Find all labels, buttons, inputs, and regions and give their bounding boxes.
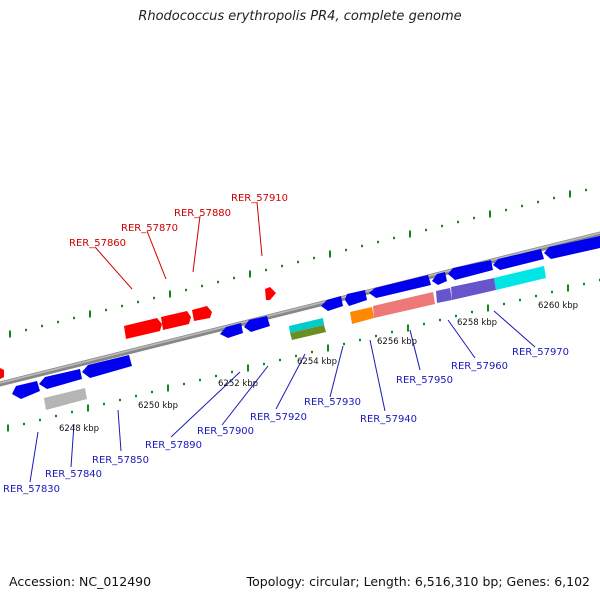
gene-rer-57955[interactable]	[432, 272, 447, 285]
kbp-label: 6252 kbp	[218, 379, 258, 389]
gene-rer-57945[interactable]	[369, 275, 431, 298]
gene-rer-57920[interactable]	[289, 318, 324, 333]
gene-rer-57890[interactable]	[220, 323, 243, 338]
kbp-scale-labels: 6248 kbp 6250 kbp 6252 kbp 6254 kbp 6256…	[59, 301, 578, 434]
gene-left-edge[interactable]	[0, 368, 4, 379]
gene-label[interactable]: RER_57940	[360, 414, 417, 425]
gene-rer-57880[interactable]	[192, 306, 212, 321]
gene-rer-57940[interactable]	[350, 307, 374, 324]
gene-rer-57950[interactable]	[373, 292, 435, 318]
gene-label[interactable]: RER_57920	[250, 412, 307, 423]
gene-rer-57935[interactable]	[345, 290, 367, 306]
gene-label[interactable]: RER_57900	[197, 426, 254, 437]
gene-label[interactable]: RER_57870	[121, 223, 178, 234]
gene-rer-57850[interactable]	[82, 355, 132, 378]
gene-rer-57965[interactable]	[448, 260, 493, 280]
gene-label[interactable]: RER_57950	[396, 375, 453, 386]
reverse-gene-labels: RER_57830 RER_57840 RER_57850 RER_57890 …	[3, 347, 569, 495]
gene-rer-57840[interactable]	[39, 369, 82, 389]
kbp-label: 6256 kbp	[377, 337, 417, 347]
label-leaders	[29, 201, 536, 483]
kbp-label: 6250 kbp	[138, 401, 178, 411]
gene-rer-57830[interactable]	[12, 381, 40, 399]
gene-rer-57955b[interactable]	[436, 288, 452, 303]
gene-rer-57860[interactable]	[124, 318, 162, 339]
reverse-genes	[12, 236, 600, 410]
gene-rer-57985[interactable]	[544, 236, 600, 259]
gene-rer-57930[interactable]	[321, 296, 343, 311]
gene-label[interactable]: RER_57960	[451, 361, 508, 372]
gene-label[interactable]: RER_57860	[69, 238, 126, 249]
accession-text: Accession: NC_012490	[9, 574, 152, 589]
forward-genes	[0, 287, 276, 379]
kbp-label: 6260 kbp	[538, 301, 578, 311]
gene-rer-57960[interactable]	[451, 278, 496, 300]
forward-gene-labels: RER_57860 RER_57870 RER_57880 RER_57910	[69, 193, 288, 249]
genome-summary-text: Topology: circular; Length: 6,516,310 bp…	[246, 574, 590, 589]
gene-label[interactable]: RER_57840	[45, 469, 102, 480]
gene-rer-57970[interactable]	[494, 266, 546, 290]
gene-label[interactable]: RER_57850	[92, 455, 149, 466]
gene-rer-57910[interactable]	[265, 287, 276, 300]
gene-rer-57845[interactable]	[44, 388, 87, 410]
gene-label[interactable]: RER_57830	[3, 484, 60, 495]
gene-label[interactable]: RER_57910	[231, 193, 288, 204]
gene-label[interactable]: RER_57970	[512, 347, 569, 358]
gene-rer-57870[interactable]	[161, 311, 191, 330]
gene-rer-57925[interactable]	[290, 325, 326, 340]
gene-rer-57900[interactable]	[244, 316, 270, 332]
forward-tick-row	[9, 188, 587, 338]
reverse-tick-row	[7, 278, 600, 432]
genome-backbone-highlight	[0, 232, 600, 384]
kbp-label: 6248 kbp	[59, 424, 99, 434]
kbp-label: 6254 kbp	[297, 357, 337, 367]
gene-label[interactable]: RER_57890	[145, 440, 202, 451]
gene-rer-57975[interactable]	[493, 249, 544, 270]
kbp-label: 6258 kbp	[457, 318, 497, 328]
gene-label[interactable]: RER_57880	[174, 208, 231, 219]
gene-label[interactable]: RER_57930	[304, 397, 361, 408]
map-title: Rhodococcus erythropolis PR4, complete g…	[138, 9, 462, 24]
